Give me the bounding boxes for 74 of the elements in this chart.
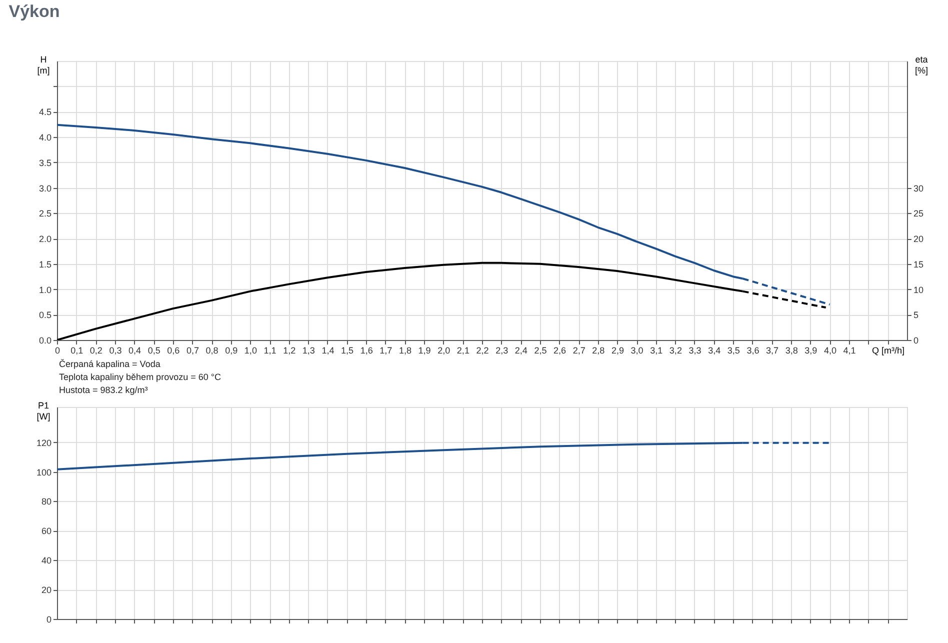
x-tick-label: 3,8 [785,346,798,356]
x-tick-label: 3,1 [650,346,663,356]
x-tick-label: 2,4 [514,346,528,356]
x-tick-label: 0,4 [128,346,142,356]
y2-tick-label: 15 [914,259,924,270]
x-tick-label: 0,5 [148,346,160,356]
x-tick-label: 0,9 [225,346,238,356]
y2-tick-label: 20 [914,234,924,244]
x-tick-label: 2,7 [572,346,586,356]
x-tick-label: 0,8 [206,346,218,356]
y2-tick-label: 0 [914,336,919,346]
x-tick-label: 1,1 [264,346,276,356]
y-tick-label: 1.5 [38,259,52,270]
x-tick-label: 1,3 [302,346,315,356]
y-tick-label: 4.0 [38,132,52,143]
x-tick-label: 3,5 [727,346,740,356]
x-tick-label: 0,7 [186,346,199,356]
x-tick-label: 1,0 [244,346,257,356]
x-tick-label: 0,2 [90,346,102,356]
x-tick-label: 3,3 [688,346,702,356]
y2-tick-label: 10 [914,284,924,295]
x-tick-label: 2,8 [592,346,605,356]
x-tick-label: 2,3 [496,346,508,356]
y-tick-label: 3.5 [38,158,52,168]
y-tick-label: 40 [41,556,52,566]
x-tick-label: 0,6 [167,346,180,356]
y-axis-title: P1 [W] [36,400,50,422]
x-tick-label: 2,0 [438,346,450,356]
x-tick-label: 3,2 [669,346,682,356]
x-tick-label: 2,9 [611,346,624,356]
x-tick-label: 0 [54,346,60,356]
y-tick-label: 80 [41,496,52,507]
y-tick-label: 60 [41,526,52,536]
x-tick-label: 4,1 [843,346,856,356]
x-tick-label: 1,9 [418,346,431,356]
x-tick-label: 3,4 [708,346,721,356]
y-tick-label: 2.0 [38,234,52,244]
x-tick-label: 3,7 [766,346,779,356]
x-tick-label: 2,6 [554,346,566,356]
y-tick-label: 120 [36,438,52,448]
y-tick-label: 0 [46,614,52,624]
x-tick-label: 0,1 [70,346,84,356]
x-tick-label: 1,8 [398,346,412,356]
x-tick-label: 2,5 [534,346,547,356]
x-tick-label: 3,0 [630,346,644,356]
y-tick-label: 0.0 [38,336,52,346]
y-tick-label: 4.5 [38,107,52,118]
y2-tick-label: 5 [914,310,919,320]
y-axis-title: H [m] [37,54,50,76]
x-tick-label: 1,5 [341,346,354,356]
x-tick-label: 1,4 [322,346,334,356]
y-tick-label: 1.0 [38,284,52,295]
y2-axis-title: eta [%] [914,54,928,76]
x-tick-label: 2,1 [456,346,470,356]
x-tick-label: 2,2 [476,346,489,356]
y2-tick-label: 30 [914,183,924,194]
text: Hustota = 983.2 kg/m³ [59,385,148,395]
y-tick-label: 3.0 [38,183,52,194]
x-tick-label: 0,3 [109,346,122,356]
text: Teplota kapaliny během provozu = 60 °C [59,372,222,382]
x-tick-label: 1,7 [380,346,392,356]
y2-tick-label: 25 [914,208,924,219]
x-tick-label: 1,2 [283,346,296,356]
chart-title: Výkon [8,2,60,21]
y-tick-label: 20 [41,585,52,596]
y-tick-label: 2.5 [38,208,52,219]
x-tick-label: 3,6 [746,346,760,356]
x-axis-title: Q [m³/h] [872,346,904,356]
y-tick-label: 0.5 [38,310,52,320]
text: Čerpaná kapalina = Voda [59,359,160,369]
x-tick-label: 1,6 [360,346,373,356]
y-tick-label: 100 [36,467,52,478]
x-tick-label: 4,0 [824,346,836,356]
x-tick-label: 3,9 [804,346,818,356]
